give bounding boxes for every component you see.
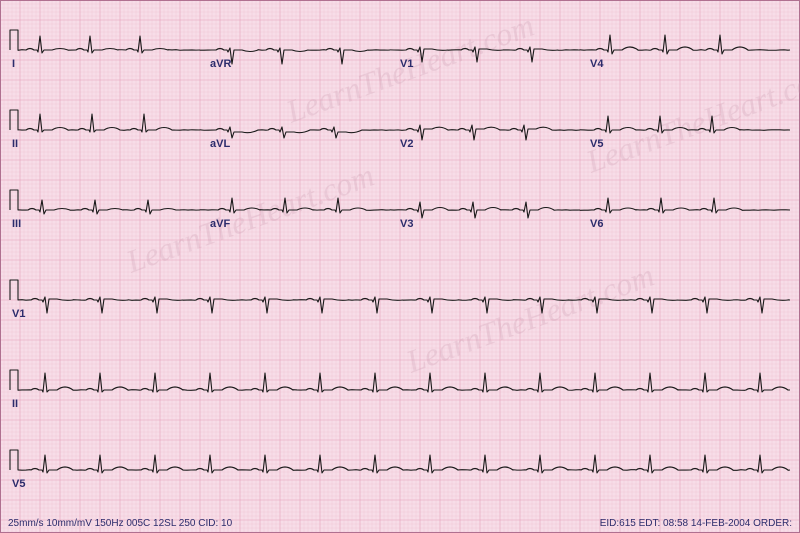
footer-left: 25mm/s 10mm/mV 150Hz 005C 12SL 250 CID: … bbox=[8, 518, 232, 529]
ecg-container: IaVRV1V4IIaVLV2V5IIIaVFV3V6V1IIV5 LearnT… bbox=[0, 0, 800, 533]
footer-right: EID:615 EDT: 08:58 14-FEB-2004 ORDER: bbox=[600, 518, 792, 529]
ecg-trace-v5 bbox=[0, 0, 800, 533]
